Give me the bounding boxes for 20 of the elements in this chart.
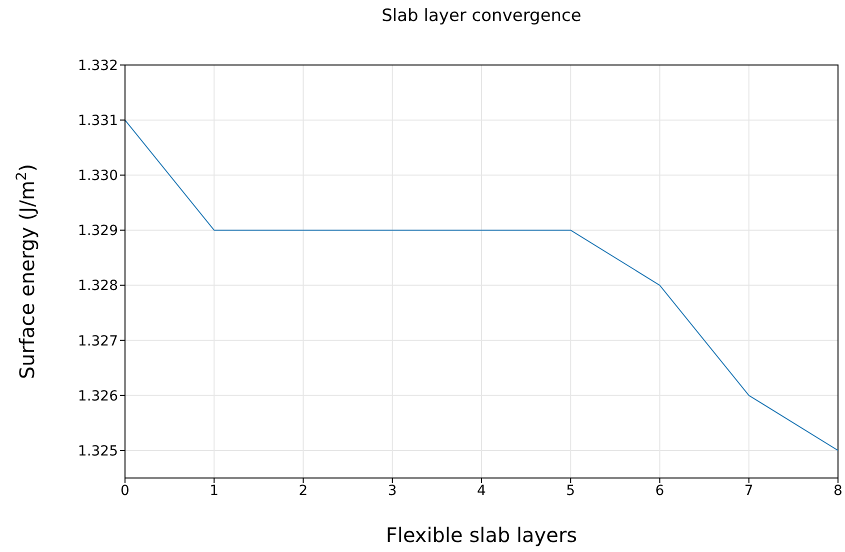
y-tick-label: 1.326 <box>78 388 118 404</box>
y-tick-label: 1.330 <box>78 168 118 184</box>
y-tick-label: 1.327 <box>78 333 118 350</box>
x-tick-label: 4 <box>477 482 486 499</box>
x-tick-label: 6 <box>655 482 664 499</box>
x-tick-label: 0 <box>120 482 130 499</box>
line-series <box>125 120 838 451</box>
x-tick-label: 1 <box>210 482 219 499</box>
y-tick-label: 1.332 <box>78 58 118 74</box>
chart-title: Slab layer convergence <box>380 6 582 26</box>
x-tick-label: 5 <box>566 482 576 499</box>
x-tick-label: 7 <box>744 482 754 499</box>
x-tick-label: 3 <box>388 482 397 499</box>
x-tick-label: 8 <box>834 482 842 499</box>
x-tick-label: 2 <box>298 482 308 499</box>
y-tick-label: 1.331 <box>78 113 118 130</box>
x-axis-title: Flexible slab layers <box>386 523 578 547</box>
y-tick-label: 1.328 <box>78 278 118 294</box>
y-tick-label: 1.325 <box>78 443 118 460</box>
y-tick-label: 1.329 <box>78 223 118 240</box>
